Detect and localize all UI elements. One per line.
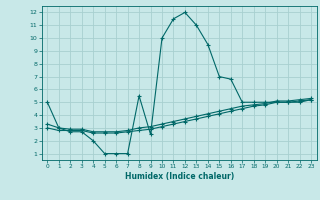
X-axis label: Humidex (Indice chaleur): Humidex (Indice chaleur) xyxy=(124,172,234,181)
